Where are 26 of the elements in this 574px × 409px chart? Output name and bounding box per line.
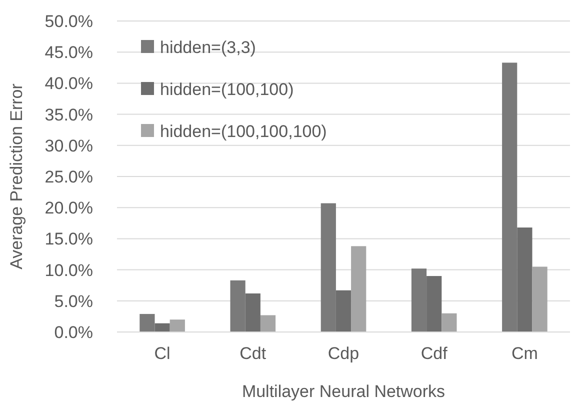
y-tick-label: 20.0% [44,198,93,218]
y-tick-label: 25.0% [44,167,93,186]
y-tick-label: 15.0% [44,230,93,249]
y-axis-title: Average Prediction Error [7,83,26,270]
y-tick-label: 45.0% [44,43,93,62]
x-tick-label: Cdp [328,344,360,363]
x-tick-label: Cdf [420,344,448,363]
y-tick-label: 40.0% [44,74,93,94]
bar [260,315,276,332]
bar [351,246,366,332]
x-tick-label: Cm [511,344,538,363]
x-axis-title: Multilayer Neural Networks [242,382,446,401]
legend-label: hidden=(100,100,100) [160,122,327,141]
x-tick-label: Cl [154,344,170,363]
y-tick-label: 50.0% [44,12,93,31]
legend-label: hidden=(3,3) [160,38,256,57]
bar [532,266,548,332]
bar [170,320,185,332]
y-tick-label: 5.0% [54,292,93,311]
bar [442,313,457,332]
legend-label: hidden=(100,100) [160,80,294,99]
y-tick-label: 30.0% [44,136,93,156]
x-tick-label: Cdt [240,344,266,363]
y-tick-label: 10.0% [44,260,93,280]
y-tick-label: 35.0% [44,105,93,124]
y-tick-label: 0.0% [54,322,93,342]
